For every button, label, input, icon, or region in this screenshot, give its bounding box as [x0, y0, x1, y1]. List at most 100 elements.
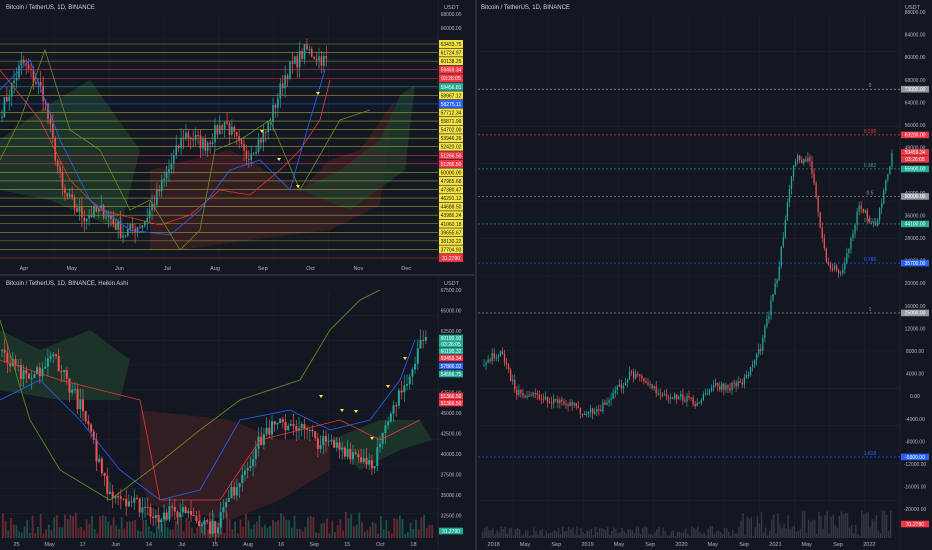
price-label-tag — [439, 65, 463, 74]
volume-bar — [889, 510, 892, 538]
volume-bar — [732, 530, 734, 538]
volume-bar — [34, 533, 37, 538]
candle-body — [117, 496, 120, 498]
volume-bar — [648, 534, 650, 538]
volume-bar — [572, 527, 574, 538]
volume-bar — [220, 518, 223, 538]
price-label-tag — [439, 527, 463, 535]
candle-body — [252, 459, 255, 466]
time-label: May — [708, 542, 719, 548]
price-label: 60190.93 — [441, 336, 462, 342]
candle-body — [22, 370, 25, 379]
candle-body — [561, 399, 563, 402]
panel-daily-levels[interactable]: Bitcoin / TetherUS, 1D, BINANCE USDT 680… — [0, 0, 463, 272]
volume-bar — [752, 535, 754, 538]
volume-bar — [879, 532, 882, 538]
volume-bar — [104, 516, 107, 538]
price-label: 59459.34 — [905, 150, 926, 156]
candle-body — [238, 135, 240, 141]
volume-bar — [496, 530, 498, 538]
volume-bar — [112, 517, 115, 538]
volume-bar — [134, 520, 137, 538]
price-tick: 80000.00 — [905, 55, 926, 61]
candle-body — [524, 395, 526, 398]
price-label: 25000.00 — [905, 311, 926, 317]
volume-bar — [304, 527, 307, 538]
price-label: 43986.24 — [441, 213, 462, 219]
candle-body — [78, 206, 81, 212]
candle-body — [655, 386, 657, 394]
candle-body — [624, 382, 627, 386]
tenkan-line — [0, 59, 326, 236]
candle-body — [160, 179, 163, 192]
candle-body — [725, 385, 727, 390]
volume-bar — [506, 533, 508, 538]
candle-body — [316, 438, 319, 449]
volume-bar — [793, 525, 795, 538]
volume-bar — [639, 533, 642, 538]
volume-bar — [299, 529, 301, 538]
volume-bar — [482, 531, 484, 538]
volume-bar — [290, 527, 293, 538]
candle-body — [84, 411, 87, 422]
candle-body — [501, 351, 504, 355]
candle-body — [154, 514, 157, 519]
candle-body — [274, 104, 277, 108]
candle-body — [389, 413, 392, 422]
candles[interactable] — [1, 38, 328, 244]
candle-body — [827, 261, 830, 265]
volume-bar — [96, 533, 99, 538]
volume-bar — [363, 531, 366, 538]
fib-ratio: 1 — [869, 307, 872, 313]
volume-bar — [417, 528, 420, 538]
candle-body — [235, 487, 238, 496]
candle-body — [526, 395, 528, 398]
volume-bar — [155, 525, 158, 538]
panel-fibonacci[interactable]: 0 0.236 0.382 0.5 0.618 0.786 1 1.618 Bitcoin /… — [478, 0, 929, 550]
candles[interactable] — [483, 149, 893, 420]
time-label: Jun — [115, 266, 124, 272]
candle-body — [252, 153, 255, 155]
price-label-tag — [901, 220, 929, 228]
volume-bar — [766, 535, 769, 538]
candle-body — [663, 394, 666, 396]
volume-bar — [274, 522, 277, 538]
volume-bar — [822, 528, 824, 538]
volume-bar — [185, 517, 188, 538]
volume-bar — [42, 533, 45, 538]
volume-bar — [760, 512, 763, 538]
price-label: 61724.97 — [441, 51, 462, 57]
kijun-line — [0, 359, 421, 501]
candle-body — [279, 418, 282, 423]
volume-bar — [838, 515, 841, 538]
candle-body — [60, 371, 63, 373]
volume-bar — [492, 528, 494, 538]
panel-heikin-ashi[interactable]: Bitcoin / TetherUS, 1D, BINANCE, Heikin … — [0, 277, 463, 550]
candle-body — [246, 467, 249, 471]
price-tick: 68000.00 — [441, 12, 462, 18]
candle-body — [46, 358, 49, 367]
price-tick: 62500.00 — [441, 329, 462, 335]
candle-body — [881, 203, 883, 209]
candle-body — [719, 386, 721, 390]
candle-body — [540, 398, 543, 400]
candle-body — [567, 405, 569, 407]
volume-bar — [643, 526, 646, 538]
volume-bar — [853, 532, 855, 538]
candle-body — [758, 349, 760, 354]
candle-body — [403, 385, 406, 393]
candle-body — [308, 48, 311, 50]
volume-bar — [633, 533, 636, 538]
fib-ratio: 0.236 — [864, 129, 877, 135]
volume-bar — [85, 519, 88, 538]
volume-bar — [328, 533, 331, 538]
candle-body — [322, 436, 325, 446]
candle-body — [788, 189, 791, 203]
candle-body — [182, 137, 185, 140]
candle-body — [797, 155, 799, 162]
candle-body — [195, 515, 198, 521]
candle-body — [522, 393, 524, 396]
candle-body — [18, 65, 20, 78]
time-label: Jun — [111, 542, 120, 548]
volume-bar — [326, 518, 328, 538]
